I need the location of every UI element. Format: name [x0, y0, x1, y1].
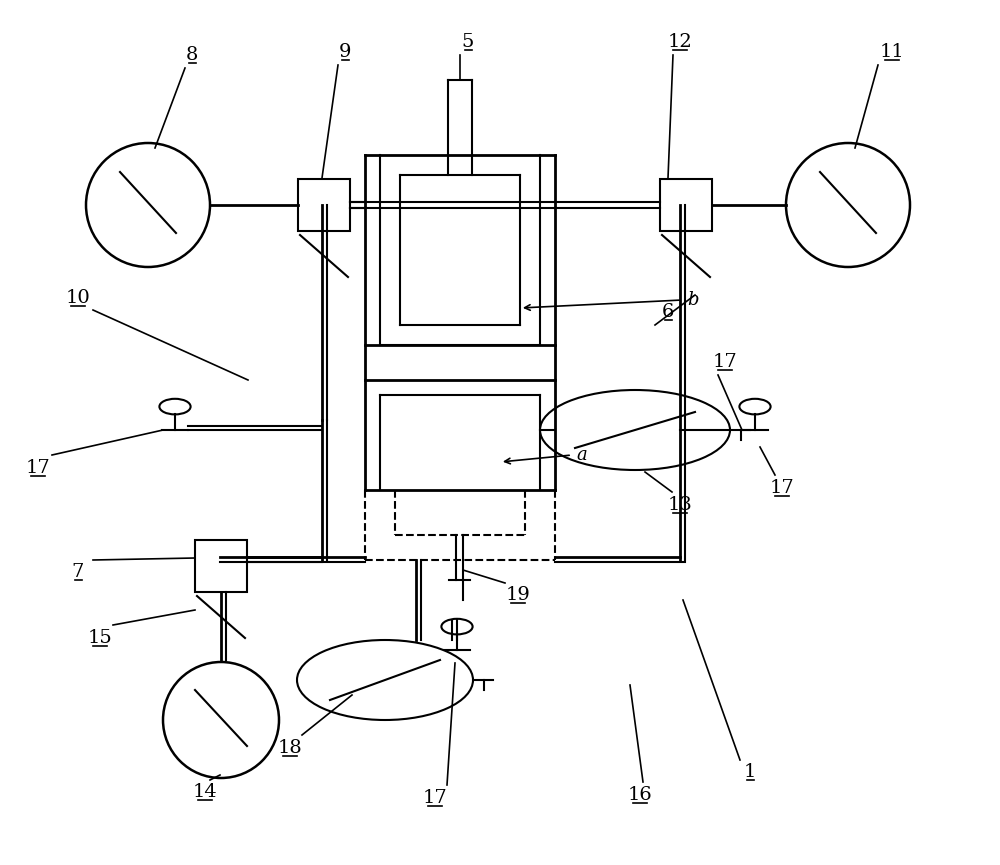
Text: 6: 6	[662, 303, 674, 321]
Text: 14: 14	[193, 783, 217, 801]
Text: 17: 17	[423, 789, 447, 807]
Bar	[660, 179, 712, 231]
Text: 11: 11	[880, 43, 904, 61]
Text: 8: 8	[186, 46, 198, 64]
Text: 9: 9	[339, 43, 351, 61]
Text: 16: 16	[628, 786, 652, 804]
Text: 1: 1	[744, 763, 756, 781]
Text: b: b	[687, 291, 698, 309]
Text: 19: 19	[506, 586, 530, 604]
Text: 17: 17	[713, 353, 737, 371]
Text: a: a	[576, 446, 587, 464]
Text: 15: 15	[88, 629, 112, 647]
Text: 18: 18	[278, 739, 302, 757]
Text: 12: 12	[668, 33, 692, 51]
Text: 13: 13	[668, 496, 692, 514]
Text: 10: 10	[66, 289, 90, 307]
Bar	[195, 540, 247, 592]
Text: 17: 17	[770, 479, 794, 497]
Text: 17: 17	[26, 459, 50, 477]
Text: 7: 7	[72, 563, 84, 581]
Bar	[298, 179, 350, 231]
Text: 5: 5	[462, 33, 474, 51]
